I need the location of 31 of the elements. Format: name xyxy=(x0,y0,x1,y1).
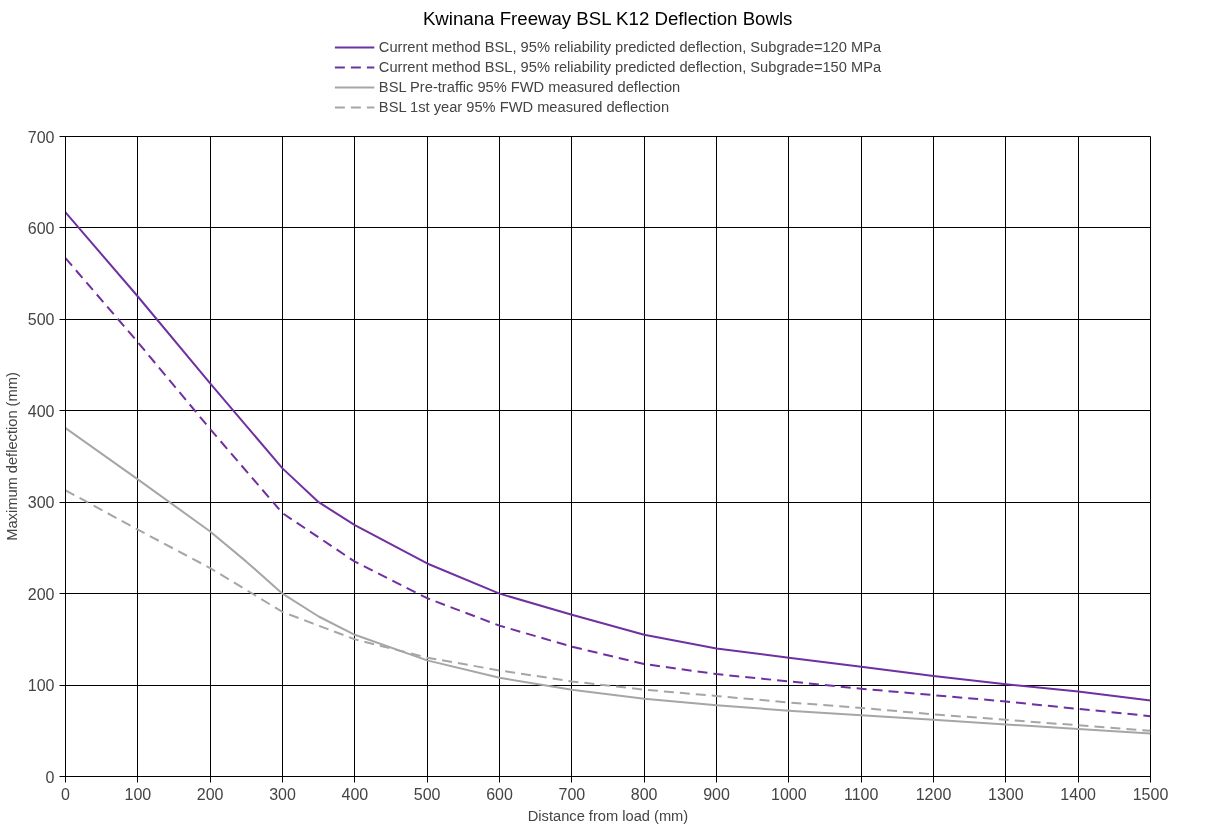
y-tick-label: 500 xyxy=(27,311,55,329)
y-tick-label: 0 xyxy=(45,768,55,786)
legend-label: Current method BSL, 95% reliability predicted deflection, Subgrade=150 MPa xyxy=(378,58,882,76)
x-tick-label: 1000 xyxy=(771,785,807,803)
legend-label: Current method BSL, 95% reliability predicted deflection, Subgrade=120 MPa xyxy=(378,38,882,56)
x-tick-label: 300 xyxy=(269,785,296,803)
x-axis-title: Distance from load (mm) xyxy=(527,807,689,824)
x-tick-label: 1400 xyxy=(1060,785,1097,803)
x-tick-label: 500 xyxy=(413,785,441,803)
legend-label: BSL Pre-traffic 95% FWD measured deflection xyxy=(378,78,681,96)
y-tick-label: 700 xyxy=(27,128,55,146)
legend-label: BSL 1st year 95% FWD measured deflection xyxy=(378,98,670,116)
x-tick-label: 400 xyxy=(341,785,369,803)
x-tick-label: 100 xyxy=(124,785,152,803)
y-axis-title: Maximum deflection (mm) xyxy=(3,372,20,541)
x-tick-label: 1300 xyxy=(988,785,1024,803)
x-tick-label: 700 xyxy=(558,785,586,803)
y-tick-label: 400 xyxy=(27,402,55,420)
x-tick-label: 900 xyxy=(703,785,730,803)
x-tick-label: 800 xyxy=(630,785,658,803)
x-tick-label: 1200 xyxy=(915,785,952,803)
x-tick-label: 0 xyxy=(61,785,71,803)
x-tick-label: 200 xyxy=(196,785,224,803)
x-tick-label: 1100 xyxy=(843,785,879,803)
x-tick-label: 600 xyxy=(486,785,513,803)
y-tick-label: 300 xyxy=(27,494,55,512)
chart-title: Kwinana Freeway BSL K12 Deflection Bowls xyxy=(422,7,793,29)
y-tick-label: 600 xyxy=(27,219,55,237)
x-tick-label: 1500 xyxy=(1132,785,1169,803)
y-tick-label: 100 xyxy=(27,677,55,695)
y-tick-label: 200 xyxy=(27,585,55,603)
